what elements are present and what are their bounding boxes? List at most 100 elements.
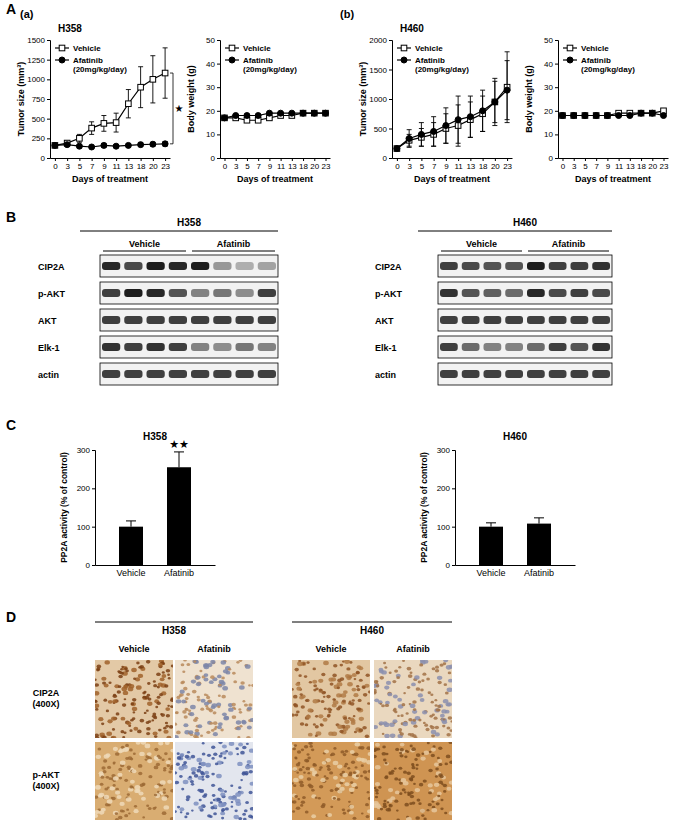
ihc-cell <box>414 758 417 761</box>
ihc-cell <box>133 711 136 713</box>
ihc-cell <box>167 674 170 676</box>
ihc-cell <box>201 762 206 766</box>
tick-mark <box>664 158 665 161</box>
ihc-cell <box>299 768 303 771</box>
ihc-cell <box>101 766 105 769</box>
tick-mark <box>555 134 558 135</box>
ihc-cell <box>410 778 414 781</box>
ihc-cell <box>319 766 322 769</box>
ihc-cell <box>402 722 407 726</box>
ihc-cell <box>331 677 336 681</box>
ihc-cell <box>136 742 141 745</box>
ihc-cell <box>183 660 187 662</box>
error-bar <box>468 96 473 137</box>
tick: 7 <box>256 158 261 171</box>
ihc-cell <box>394 799 398 802</box>
ihc-cell <box>154 748 158 751</box>
annotation: ★★ <box>169 438 189 451</box>
ihc-cell <box>147 752 152 756</box>
ihc-cell <box>195 717 199 720</box>
ihc-cell-line: H358 <box>162 625 186 636</box>
tick-label: 13 <box>124 162 133 171</box>
tick: 0 <box>86 561 95 570</box>
tick: 23 <box>161 158 170 171</box>
ihc-cell <box>184 816 187 819</box>
marker <box>443 123 449 129</box>
ihc-cell <box>318 797 321 799</box>
ihc-cell <box>445 692 449 695</box>
ihc-cell <box>376 685 379 688</box>
ihc-cell <box>321 691 325 695</box>
ihc-cell <box>415 816 420 820</box>
ihc-cell <box>194 660 199 664</box>
ihc-cell <box>163 730 168 734</box>
ihc-cell <box>124 684 129 688</box>
ihc-cell <box>331 796 337 800</box>
tick-mark <box>55 158 56 161</box>
ihc-cell <box>328 711 331 714</box>
ihc-cell <box>113 762 116 764</box>
error-bar <box>505 52 510 123</box>
ihc-cell <box>243 818 247 820</box>
ihc-cell <box>191 679 196 683</box>
ihc-cell <box>127 768 130 771</box>
ihc-cell <box>153 807 156 810</box>
tick-mark <box>452 565 455 566</box>
ihc-cell <box>112 699 117 703</box>
ihc-cell <box>95 810 100 814</box>
tick: 30 <box>206 83 220 92</box>
ihc-cell <box>107 799 113 804</box>
ihc-cell <box>403 771 407 774</box>
ihc-cell <box>181 700 186 704</box>
blot-band <box>571 370 589 378</box>
ihc-cell <box>407 667 412 671</box>
y-axis: 0100200300 <box>437 446 456 570</box>
ihc-cell <box>318 714 323 718</box>
marker <box>221 115 227 121</box>
ihc-cell <box>144 712 147 714</box>
ihc-cell <box>386 681 391 685</box>
ihc-cell <box>299 780 303 784</box>
ihc-cell <box>438 747 442 750</box>
ihc-cell <box>408 674 413 678</box>
ihc-cell <box>121 717 126 721</box>
ihc-cell <box>242 771 245 774</box>
error-bar <box>138 67 143 108</box>
ihc-cell <box>411 682 416 686</box>
blot-band <box>505 262 523 270</box>
ihc-cell <box>389 722 395 726</box>
ihc-cell <box>342 773 347 777</box>
ihc-cell <box>193 735 197 738</box>
ihc-cell <box>247 760 252 764</box>
tick-label: 300 <box>437 446 451 455</box>
ihc-cell <box>232 715 237 719</box>
blot-band <box>124 262 142 270</box>
ihc-cell <box>111 736 116 738</box>
blot-band <box>440 289 458 297</box>
ihc-cell <box>158 663 163 667</box>
ihc-cell <box>117 795 122 799</box>
ihc-cell <box>101 722 104 725</box>
tick: 1500 <box>369 66 392 75</box>
tick-mark <box>47 79 50 80</box>
tick: 5 <box>245 158 250 171</box>
ihc-cell <box>249 770 253 773</box>
tick-mark <box>217 134 220 135</box>
ihc-cell <box>410 703 416 708</box>
ihc-cell <box>210 660 215 664</box>
ihc-cell <box>187 751 190 754</box>
ihc-cell <box>359 717 364 721</box>
marker <box>229 57 235 63</box>
ihc-cell <box>393 708 396 711</box>
ihc-cell <box>437 795 440 798</box>
tick-label: 40 <box>544 60 553 69</box>
ihc-cell <box>211 773 215 776</box>
tick: 11 <box>277 158 286 171</box>
ihc-cell <box>327 714 330 717</box>
tick-label: 50 <box>206 36 215 45</box>
blot-group-label: Vehicle <box>466 239 497 249</box>
ihc-cell <box>302 766 305 768</box>
tick: 750 <box>32 95 50 104</box>
ihc-cell <box>204 663 209 667</box>
ihc-cell <box>202 776 205 778</box>
